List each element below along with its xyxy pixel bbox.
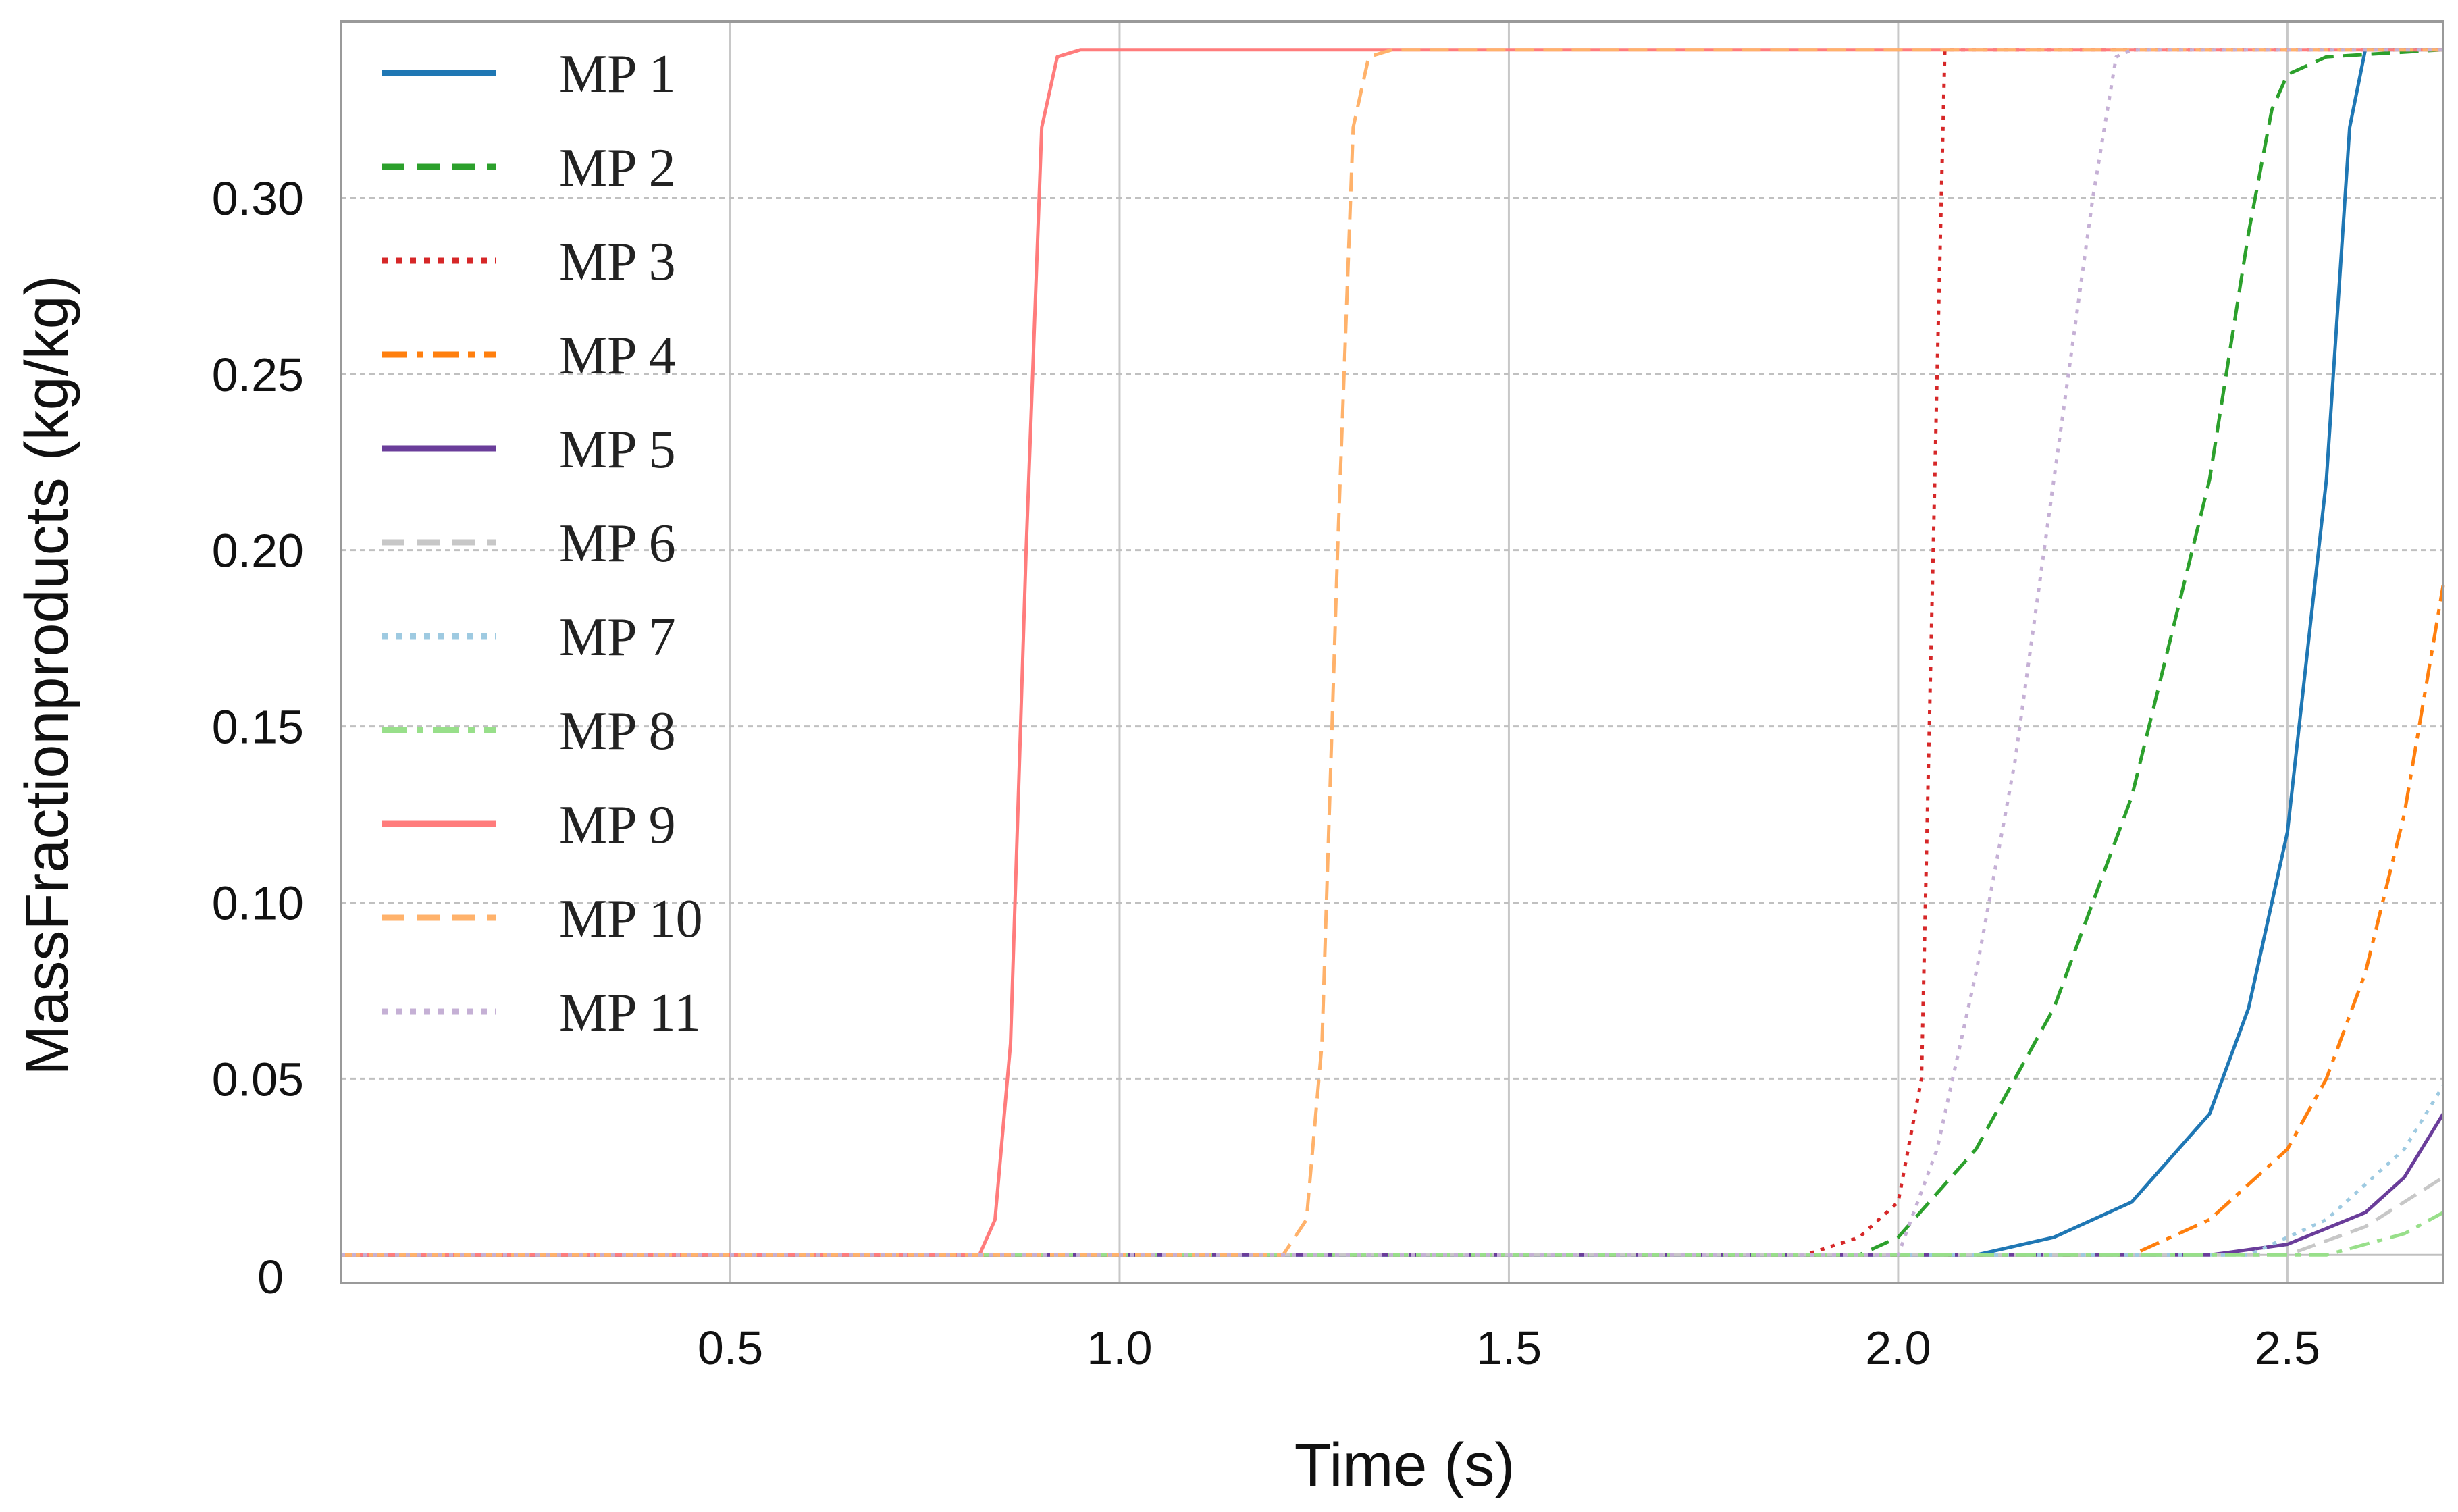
y-tick-label: 0.05	[212, 1053, 304, 1105]
series-line-mp-2	[341, 48, 2444, 1257]
y-tick-label: 0.20	[212, 525, 304, 577]
legend-label-mp-7: MP 7	[559, 608, 676, 667]
legend-label-mp-4: MP 4	[559, 326, 676, 386]
legend-label-mp-3: MP 3	[559, 232, 676, 292]
y-tick-label: 0.25	[212, 348, 304, 401]
x-tick-label: 2.5	[2255, 1322, 2320, 1374]
x-tick-label: 2.0	[1865, 1322, 1931, 1374]
series-layer	[341, 48, 2445, 1257]
y-origin-label: 0	[257, 1251, 284, 1303]
legend-label-mp-1: MP 1	[559, 45, 676, 104]
legend-label-mp-11: MP 11	[559, 983, 701, 1043]
legend-label-mp-2: MP 2	[559, 138, 676, 198]
series-line-mp-3	[341, 48, 2443, 1257]
x-tick-label: 1.0	[1087, 1322, 1152, 1374]
legend: MP 1 MP 2 MP 3 MP 4 MP 5 MP 6 MP 7 MP 8 MP 9 MP 1…	[382, 45, 703, 1043]
plot-frame	[340, 20, 2444, 1284]
legend-label-mp-5: MP 5	[559, 420, 676, 479]
x-axis-label: Time (s)	[1295, 1432, 1515, 1499]
y-axis-label: MassFractionproducts (kg/kg)	[14, 275, 81, 1075]
series-line-mp-4	[341, 585, 2445, 1257]
legend-label-mp-8: MP 8	[559, 702, 676, 761]
x-tick-label: 1.5	[1476, 1322, 1542, 1374]
x-tick-label: 0.5	[698, 1322, 763, 1374]
series-line-mp-9	[341, 48, 2443, 1257]
series-line-mp-8	[341, 1211, 2444, 1257]
series-line-mp-1	[341, 48, 2443, 1257]
axes	[340, 20, 2444, 1284]
series-line-mp-10	[341, 48, 2443, 1257]
legend-label-mp-6: MP 6	[559, 514, 676, 573]
y-tick-label: 0.15	[212, 701, 304, 754]
y-tick-label: 0.30	[212, 172, 304, 225]
legend-label-mp-10: MP 10	[559, 889, 703, 949]
series-line-mp-11	[341, 48, 2443, 1257]
tick-labels: 0.5 1.0 1.5 2.0 2.5 0.05 0.10 0.15 0.20 0.25 0.30 0	[212, 172, 2320, 1374]
grid	[341, 22, 2443, 1283]
legend-label-mp-9: MP 9	[559, 796, 676, 855]
y-tick-label: 0.10	[212, 877, 304, 929]
